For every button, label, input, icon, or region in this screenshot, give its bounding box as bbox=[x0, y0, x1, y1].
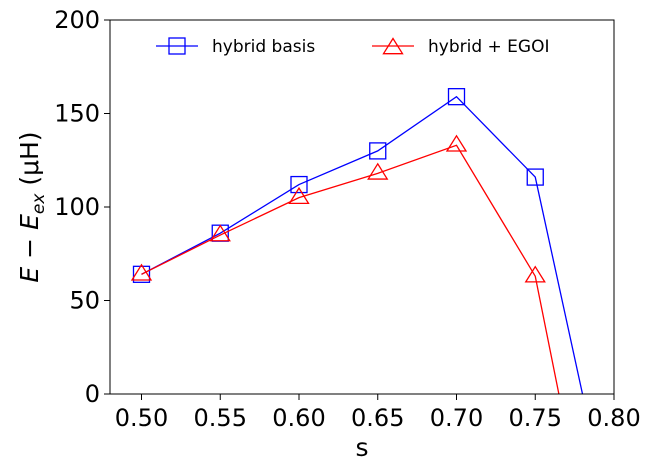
plot-area bbox=[130, 88, 584, 394]
x-tick-label: 0.75 bbox=[509, 404, 562, 432]
series-1 bbox=[130, 134, 560, 394]
axes-frame bbox=[109, 19, 615, 395]
x-tick-label: 0.80 bbox=[587, 404, 640, 432]
legend-item: hybrid basis bbox=[156, 37, 315, 57]
series-0-point bbox=[132, 265, 151, 283]
series-1-point bbox=[524, 265, 546, 283]
series-0-point bbox=[290, 175, 308, 194]
y-tick-label: 150 bbox=[54, 100, 100, 128]
legend-item: hybrid + EGOI bbox=[372, 37, 550, 57]
series-1-point bbox=[130, 263, 153, 281]
legend-marker bbox=[168, 37, 186, 55]
legend-marker bbox=[382, 37, 404, 55]
y-tick-label: 0 bbox=[85, 380, 100, 408]
x-tick-label: 0.70 bbox=[430, 404, 483, 432]
series-0-point bbox=[526, 168, 544, 186]
series-line-0 bbox=[141, 95, 584, 394]
y-axis-label: E − Eex (μH) bbox=[15, 131, 49, 282]
y-tick-label: 200 bbox=[54, 6, 100, 34]
y-tick-label: 100 bbox=[54, 193, 100, 221]
y-axis-label-subscript: ex bbox=[29, 193, 49, 214]
series-0-point bbox=[369, 142, 387, 160]
y-axis-label-unit: (μH) bbox=[15, 131, 44, 193]
x-tick-label: 0.50 bbox=[115, 404, 168, 432]
series-line-1 bbox=[141, 144, 560, 394]
legend-label: hybrid basis bbox=[212, 37, 315, 57]
x-tick-label: 0.60 bbox=[272, 404, 325, 432]
legend-label: hybrid + EGOI bbox=[428, 37, 550, 57]
y-axis-label-main: E − E bbox=[15, 214, 44, 283]
series-1-point bbox=[445, 134, 468, 152]
legend: hybrid basis hybrid + EGOI bbox=[156, 37, 550, 57]
axes: 0.50 0.55 0.60 0.65 0.70 0.75 0.80 0 50 100 150 200 bbox=[54, 6, 641, 432]
series-1-point bbox=[367, 162, 389, 180]
series-0 bbox=[132, 88, 584, 394]
y-tick-label: 50 bbox=[69, 287, 100, 315]
series-1-point bbox=[209, 224, 231, 242]
x-axis-label: s bbox=[355, 433, 368, 458]
x-tick-label: 0.65 bbox=[351, 404, 404, 432]
x-tick-label: 0.55 bbox=[194, 404, 247, 432]
series-0-point bbox=[447, 88, 466, 106]
series-1-point bbox=[288, 186, 310, 205]
